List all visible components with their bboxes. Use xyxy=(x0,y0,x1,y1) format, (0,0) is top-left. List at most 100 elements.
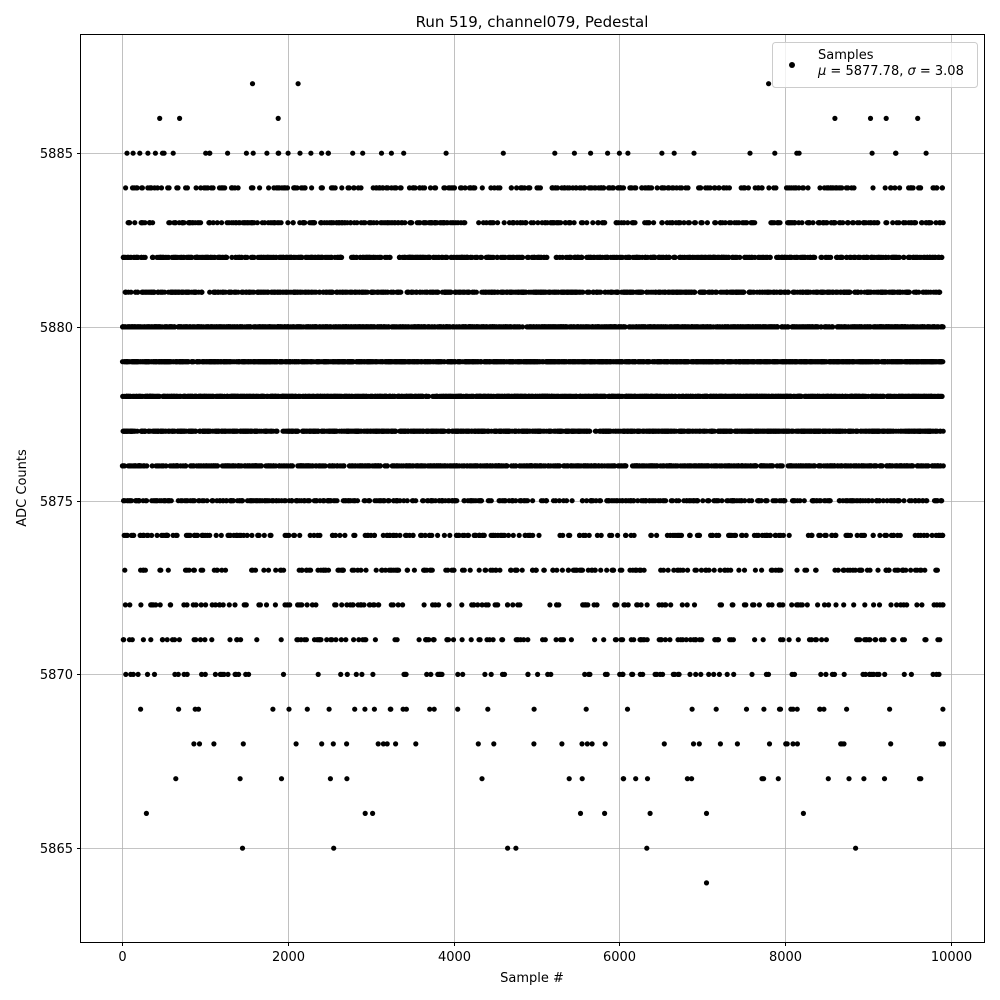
data-point xyxy=(128,289,134,295)
data-point xyxy=(144,498,150,504)
data-point xyxy=(421,602,427,608)
data-point xyxy=(198,602,204,608)
data-point xyxy=(200,567,206,573)
data-point xyxy=(199,289,205,295)
data-point xyxy=(187,532,193,539)
data-point xyxy=(315,671,321,678)
data-point xyxy=(317,532,323,539)
data-point xyxy=(131,532,137,539)
data-point xyxy=(433,185,439,191)
data-point xyxy=(340,567,346,573)
data-point xyxy=(363,637,369,643)
data-point xyxy=(326,706,332,712)
data-point xyxy=(162,289,168,295)
data-point xyxy=(193,428,199,434)
data-point xyxy=(207,289,213,295)
data-point xyxy=(400,602,406,608)
data-point xyxy=(362,706,368,712)
data-point xyxy=(359,671,365,678)
data-point xyxy=(237,776,243,782)
data-point xyxy=(375,741,381,747)
data-point xyxy=(416,637,422,643)
data-point xyxy=(337,532,343,539)
data-point xyxy=(261,567,267,573)
data-point xyxy=(495,602,501,608)
data-point xyxy=(497,185,503,191)
data-point xyxy=(501,220,507,226)
data-point xyxy=(344,741,350,747)
data-point xyxy=(393,741,399,747)
data-point xyxy=(295,428,301,434)
data-point xyxy=(343,637,349,643)
data-point xyxy=(121,463,128,469)
data-point xyxy=(344,671,350,678)
data-point xyxy=(124,532,130,539)
data-point xyxy=(172,637,178,643)
data-point xyxy=(257,602,263,608)
data-point xyxy=(250,150,256,156)
data-point xyxy=(202,671,208,678)
data-point xyxy=(291,532,298,539)
data-point xyxy=(454,498,460,504)
data-point xyxy=(163,463,169,469)
data-point xyxy=(373,567,379,573)
data-point xyxy=(240,741,246,747)
chart-title: Run 519, channel079, Pedestal xyxy=(416,13,649,31)
data-point xyxy=(505,532,512,539)
data-point xyxy=(123,185,129,191)
data-point xyxy=(334,498,340,504)
data-point xyxy=(227,637,233,643)
data-point xyxy=(495,220,501,226)
data-point xyxy=(150,254,156,260)
data-point xyxy=(221,671,227,678)
data-point xyxy=(410,532,416,539)
data-point xyxy=(140,637,146,643)
data-point xyxy=(235,185,241,191)
data-point xyxy=(130,671,136,678)
data-point xyxy=(149,463,155,469)
data-point xyxy=(404,498,410,504)
data-point xyxy=(246,671,252,678)
data-point xyxy=(411,567,417,573)
data-point xyxy=(441,532,447,539)
data-point xyxy=(193,637,199,643)
data-point xyxy=(354,498,361,504)
data-point xyxy=(467,567,473,573)
data-point xyxy=(476,220,482,226)
data-point xyxy=(366,498,373,504)
data-point xyxy=(465,532,472,539)
data-point xyxy=(213,532,219,539)
data-point xyxy=(397,532,403,539)
data-point xyxy=(153,602,159,608)
data-point xyxy=(525,671,531,678)
data-point xyxy=(488,498,494,504)
data-point xyxy=(485,706,491,712)
data-point xyxy=(450,637,457,643)
data-point xyxy=(431,706,437,712)
data-point xyxy=(263,602,270,608)
data-point xyxy=(236,671,242,678)
data-point xyxy=(304,602,310,608)
data-point xyxy=(286,706,292,712)
data-point xyxy=(342,532,348,539)
data-point xyxy=(352,532,358,539)
data-point xyxy=(525,498,531,504)
data-point xyxy=(268,532,274,539)
data-point xyxy=(165,532,171,539)
data-point xyxy=(274,428,280,434)
data-point xyxy=(284,185,291,191)
data-point xyxy=(520,254,526,260)
data-point xyxy=(510,532,516,539)
data-point xyxy=(370,671,376,678)
data-point xyxy=(313,602,319,608)
data-point xyxy=(148,637,154,643)
data-point xyxy=(455,671,461,678)
data-point xyxy=(164,637,170,643)
data-point xyxy=(193,602,199,608)
data-point xyxy=(210,185,216,191)
data-point xyxy=(272,602,278,608)
data-point xyxy=(197,637,204,643)
data-point xyxy=(497,567,503,573)
data-point xyxy=(183,463,189,469)
data-point xyxy=(130,150,136,156)
